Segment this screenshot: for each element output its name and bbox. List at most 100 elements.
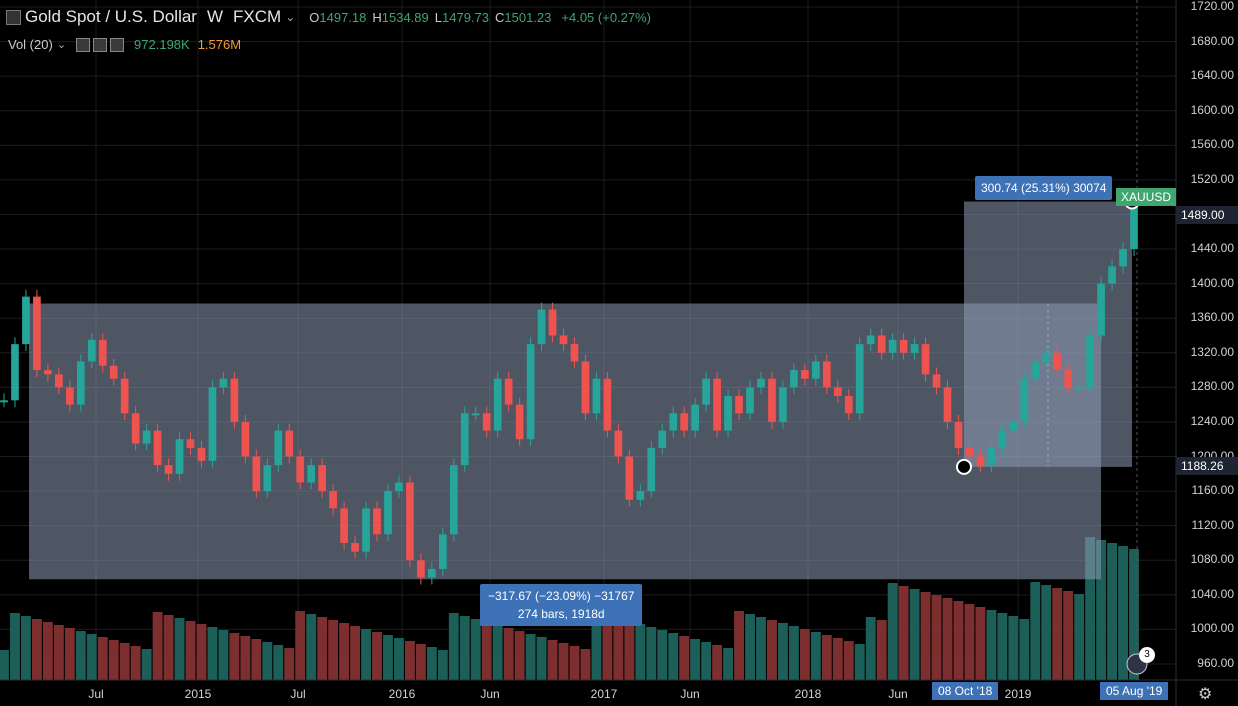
volume-bar	[108, 640, 119, 680]
price-tick-label: 1160.00	[1191, 483, 1235, 498]
interval-label[interactable]: W	[206, 7, 224, 26]
candle-body	[318, 465, 326, 492]
notification-badge[interactable]: 3	[1139, 647, 1155, 663]
volume-legend: Vol (20) ⌄ 972.198K 1.576M	[8, 37, 241, 52]
volume-bar	[64, 628, 75, 680]
candle-body	[987, 447, 996, 466]
time-tick-label: 2018	[794, 687, 822, 701]
candle-body	[406, 482, 414, 561]
volume-bar	[1107, 543, 1117, 680]
volume-bar	[832, 638, 843, 680]
volume-bar	[843, 641, 854, 680]
candle-body	[658, 430, 667, 448]
close-icon[interactable]	[110, 37, 125, 52]
volume-bar	[690, 639, 701, 680]
volume-label[interactable]: Vol (20)	[8, 37, 53, 52]
candle-body	[603, 378, 612, 431]
candle-body	[175, 439, 184, 474]
volume-bar	[1030, 582, 1041, 680]
candle-body	[691, 404, 700, 431]
price-tick-label: 1600.00	[1190, 102, 1234, 117]
volume-bar	[887, 583, 898, 680]
volume-bar	[394, 638, 404, 680]
symbol-price-tag: XAUUSD	[1115, 188, 1176, 206]
candle-body	[844, 396, 853, 414]
volume-bar	[514, 631, 525, 680]
candle-body	[351, 542, 359, 552]
candle-body	[1064, 370, 1073, 388]
candle-body	[570, 344, 579, 362]
candle-body	[625, 456, 634, 500]
candle-body	[866, 335, 875, 345]
price-tick-label: 1040.00	[1190, 586, 1234, 601]
volume-bar	[295, 611, 306, 680]
candle-body	[877, 335, 886, 353]
candle-body	[142, 430, 151, 444]
candle-body	[888, 339, 897, 353]
time-tick-label: Jul	[88, 687, 104, 701]
candle-body	[208, 387, 217, 461]
volume-bar	[668, 633, 679, 680]
volume-bar	[602, 615, 613, 680]
volume-bar	[372, 632, 382, 680]
candle-body	[965, 447, 974, 457]
eye-icon[interactable]	[76, 37, 91, 52]
candle-body	[307, 465, 316, 483]
candle-body	[504, 378, 513, 405]
volume-bar	[306, 614, 317, 680]
volume-bar	[1074, 594, 1085, 680]
candle-body	[274, 430, 283, 466]
price-tick-label: 960.00	[1197, 656, 1234, 670]
candle-body	[669, 413, 678, 431]
candle-body	[592, 378, 601, 414]
volume-bar	[174, 618, 185, 680]
collapse-legend-icon[interactable]	[6, 9, 21, 25]
candle-body	[647, 447, 656, 492]
candle-body	[252, 456, 261, 492]
candle-body	[526, 344, 535, 440]
candle-body	[757, 378, 765, 388]
candle-body	[384, 491, 392, 535]
volume-bar	[997, 613, 1008, 680]
chevron-down-icon[interactable]: ⌄	[56, 39, 67, 51]
candle-body	[428, 568, 436, 578]
candle-body	[702, 378, 710, 405]
candle-body	[801, 370, 809, 379]
volume-bar	[415, 644, 426, 680]
symbol-title[interactable]: Gold Spot / U.S. Dollar	[25, 7, 197, 26]
open-value: 1497.18	[319, 9, 367, 25]
candle-body	[131, 413, 140, 444]
volume-bar	[942, 598, 953, 680]
candle-body	[954, 421, 963, 448]
settings-gear-icon[interactable]: ⚙	[1198, 686, 1213, 703]
volume-bar	[53, 625, 64, 680]
candle-body	[976, 456, 985, 466]
volume-bar	[756, 617, 766, 680]
volume-bar	[876, 620, 887, 680]
time-tick-label: 2016	[388, 687, 416, 701]
volume-bar	[339, 623, 350, 680]
volume-bar	[383, 635, 393, 680]
volume-bar	[569, 646, 580, 680]
candle-body	[285, 430, 294, 457]
volume-bar	[788, 626, 799, 680]
candle-body	[98, 339, 107, 366]
settings-icon[interactable]	[93, 37, 108, 52]
candle-body	[65, 387, 74, 405]
volume-bar	[986, 610, 997, 680]
candle-body	[537, 309, 546, 345]
current-price-tag: 1489.00	[1176, 206, 1238, 224]
volume-bar	[119, 643, 130, 680]
candle-body	[812, 361, 820, 379]
candle-body	[0, 400, 8, 403]
volume-bar	[350, 626, 361, 680]
candle-body	[1031, 361, 1040, 379]
volume-bar	[953, 601, 964, 680]
volume-bar	[229, 633, 240, 680]
price-tick-label: 1280.00	[1190, 379, 1234, 394]
high-value: 1534.89	[381, 9, 429, 25]
open-label: O	[309, 9, 320, 25]
volume-bars	[0, 537, 1139, 680]
chevron-down-icon[interactable]: ⌄	[285, 10, 296, 24]
